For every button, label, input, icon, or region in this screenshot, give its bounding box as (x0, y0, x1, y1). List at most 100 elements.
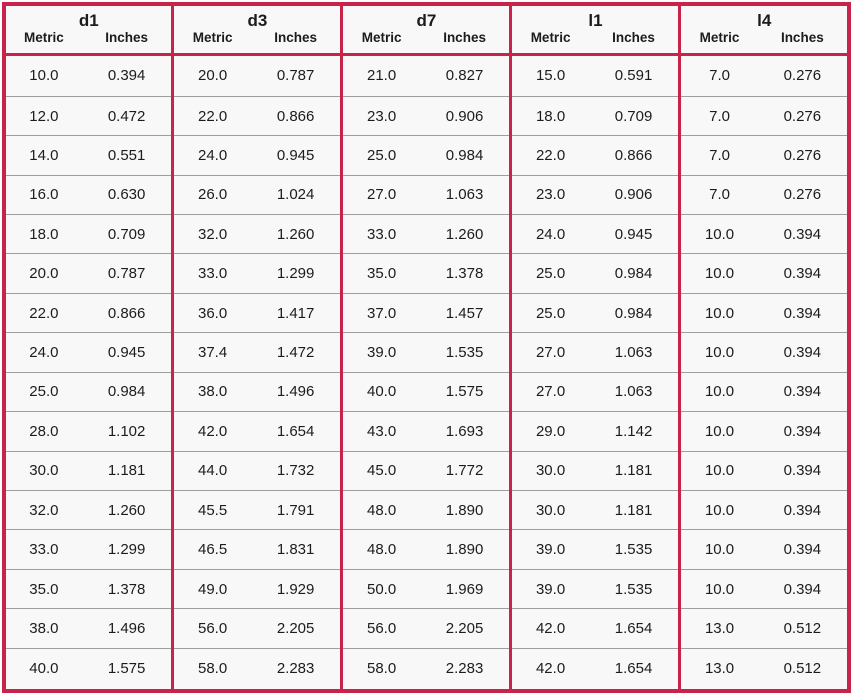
metric-value: 39.0 (509, 568, 589, 609)
inches-value: 1.732 (250, 450, 342, 491)
inches-value: 1.535 (588, 529, 680, 570)
inches-value: 1.378 (81, 568, 173, 609)
metric-value: 24.0 (4, 332, 82, 373)
metric-value: 10.0 (29, 67, 59, 85)
metric-value: 10.0 (678, 490, 758, 530)
column-group-label-d1: d1 (78, 11, 99, 30)
subheader-inches-l1: Inches (588, 30, 680, 57)
metric-value: 7.0 (678, 174, 758, 215)
metric-value: 35.0 (340, 253, 420, 294)
metric-value: 45.5 (171, 490, 251, 530)
metric-value: 25.0 (509, 292, 589, 333)
table-row: 40.0 1.575 58.0 2.283 58.0 2.283 42.0 1.654 13.0… (4, 647, 849, 691)
metric-value: 39.0 (340, 332, 420, 373)
inches-value: 1.063 (588, 371, 680, 412)
metric-value: 10.0 (678, 411, 758, 452)
table-row: 14.0 0.551 24.0 0.945 25.0 0.984 22.0 0.866 7.0 0… (4, 135, 849, 176)
inches-value: 0.866 (81, 292, 173, 333)
metric-value: 20.0 (4, 253, 82, 294)
inches-value: 1.063 (588, 332, 680, 373)
inches-value: 0.276 (757, 95, 849, 136)
table-row: 33.0 1.299 46.5 1.831 48.0 1.890 39.0 1.535 10.0… (4, 529, 849, 570)
inches-value: 1.260 (250, 214, 342, 254)
metric-value: 10.0 (678, 292, 758, 333)
inches-value: 0.984 (419, 135, 511, 176)
inches-value: 0.394 (757, 332, 849, 373)
inches-value: 1.417 (250, 292, 342, 333)
inches-value: 1.181 (588, 450, 680, 491)
metric-value: 10.0 (678, 568, 758, 609)
metric-value: 10.0 (678, 214, 758, 254)
metric-value: 30.0 (509, 450, 589, 491)
inches-value: 1.142 (588, 411, 680, 452)
inches-value: 1.693 (419, 411, 511, 452)
metric-value: 45.0 (340, 450, 420, 491)
metric-value: 43.0 (340, 411, 420, 452)
inches-value: 0.945 (81, 332, 173, 373)
metric-value: 33.0 (4, 529, 82, 570)
metric-value: 14.0 (4, 135, 82, 176)
metric-value: 38.0 (171, 371, 251, 412)
inches-value: 0.827 (445, 67, 484, 85)
inches-value: 2.283 (419, 647, 511, 691)
subheader-metric-d1: Metric (4, 30, 82, 57)
inches-value: 1.378 (419, 253, 511, 294)
inches-value: 0.394 (757, 568, 849, 609)
inches-value: 1.496 (81, 608, 173, 649)
metric-value: 10.0 (678, 371, 758, 412)
metric-value: 27.0 (509, 332, 589, 373)
metric-value: 39.0 (509, 529, 589, 570)
inches-value: 0.276 (757, 135, 849, 176)
metric-value: 56.0 (340, 608, 420, 649)
metric-value: 49.0 (171, 568, 251, 609)
column-group-label-d7: d7 (340, 4, 511, 31)
inches-value: 0.394 (107, 67, 146, 85)
table-row: 25.0 0.984 38.0 1.496 40.0 1.575 27.0 1.063 10.0… (4, 371, 849, 412)
metric-value: 24.0 (171, 135, 251, 176)
metric-value: 24.0 (509, 214, 589, 254)
metric-value: 12.0 (4, 95, 82, 136)
metric-value: 18.0 (509, 95, 589, 136)
inches-value: 0.394 (757, 214, 849, 254)
metric-value: 37.4 (171, 332, 251, 373)
inches-value: 1.299 (250, 253, 342, 294)
metric-value: 10.0 (678, 253, 758, 294)
inches-value: 1.063 (419, 174, 511, 215)
inches-value: 0.866 (588, 135, 680, 176)
inches-value: 0.787 (81, 253, 173, 294)
metric-value: 25.0 (340, 135, 420, 176)
inches-value: 1.102 (81, 411, 173, 452)
subheader-inches-l4: Inches (757, 30, 849, 57)
inches-value: 1.024 (250, 174, 342, 215)
inches-value: 1.535 (419, 332, 511, 373)
metric-value: 35.0 (4, 568, 82, 609)
column-group-label-l4: l4 (678, 4, 849, 31)
metric-value: 32.0 (4, 490, 82, 530)
inches-value: 2.205 (419, 608, 511, 649)
inches-value: 0.984 (588, 253, 680, 294)
inches-value: 0.394 (757, 490, 849, 530)
metric-value: 40.0 (4, 647, 82, 691)
inches-value: 1.457 (419, 292, 511, 333)
subheader-metric-d7: Metric (340, 30, 420, 57)
metric-value: 30.0 (4, 450, 82, 491)
subheader-metric-l4: Metric (678, 30, 758, 57)
table-row: 18.0 0.709 32.0 1.260 33.0 1.260 24.0 0.945 10.0… (4, 214, 849, 254)
inches-value: 0.472 (81, 95, 173, 136)
metric-value: 56.0 (171, 608, 251, 649)
table-row: 38.0 1.496 56.0 2.205 56.0 2.205 42.0 1.654 13.0… (4, 608, 849, 649)
inches-value: 1.181 (81, 450, 173, 491)
inches-value: 0.276 (783, 67, 822, 85)
inches-value: 0.945 (250, 135, 342, 176)
inches-value: 0.984 (588, 292, 680, 333)
metric-value: 29.0 (509, 411, 589, 452)
metric-value: 13.0 (678, 608, 758, 649)
metric-value: 18.0 (4, 214, 82, 254)
inches-value: 1.260 (81, 490, 173, 530)
metric-value: 7.0 (678, 95, 758, 136)
column-group-label-l1: l1 (509, 4, 680, 31)
table-row: 12.0 0.472 22.0 0.866 23.0 0.906 18.0 0.709 7.0 0… (4, 95, 849, 136)
metric-value: 7.0 (678, 135, 758, 176)
inches-value: 0.906 (588, 174, 680, 215)
